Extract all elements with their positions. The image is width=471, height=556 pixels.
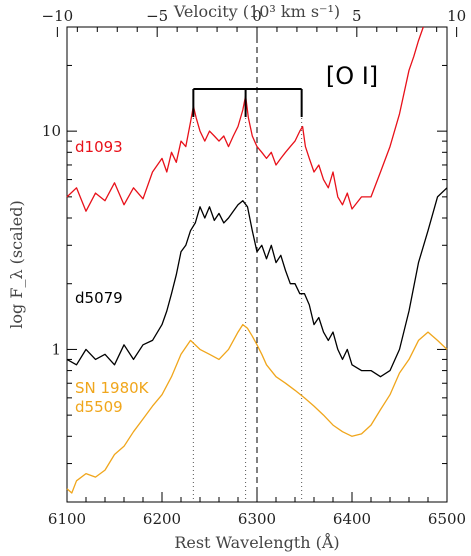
y-tick-label: 10 <box>42 122 61 140</box>
x-tick-label: 6500 <box>428 510 466 528</box>
series-line-2 <box>66 323 448 494</box>
series-line-1 <box>66 187 448 378</box>
axis-ticks <box>56 26 458 503</box>
series-label-2: SN 1980K <box>75 379 150 397</box>
series-line-0 <box>66 26 424 212</box>
series-label-0: d1093 <box>75 138 123 156</box>
y-axis-title: log F_λ (scaled) <box>7 200 26 328</box>
axis-tick-labels: 6100 6200 6300 6400 6500 −10 −5 0 5 10 1 10 <box>42 7 467 528</box>
top-axis-title: Velocity (10³ km s⁻¹) <box>173 2 340 21</box>
x2-tick-label: 10 <box>447 7 466 25</box>
x-tick-label: 6100 <box>48 510 86 528</box>
oi-annotation: [O I] <box>192 62 378 117</box>
x-tick-label: 6200 <box>143 510 181 528</box>
x2-tick-label: −5 <box>146 7 168 25</box>
reference-lines <box>192 27 303 502</box>
x-axis-title: Rest Wavelength (Å) <box>174 532 339 552</box>
x-tick-label: 6300 <box>238 510 276 528</box>
x2-tick-label: −10 <box>42 7 74 25</box>
series-label-1: d5079 <box>75 289 123 307</box>
series-label-2: d5509 <box>75 398 123 416</box>
x2-tick-label: 0 <box>252 7 262 25</box>
x2-tick-label: 5 <box>352 7 362 25</box>
x-tick-label: 6400 <box>333 510 371 528</box>
oi-label: [O I] <box>326 62 378 90</box>
y-tick-label: 1 <box>51 340 61 358</box>
series-lines <box>66 26 448 494</box>
